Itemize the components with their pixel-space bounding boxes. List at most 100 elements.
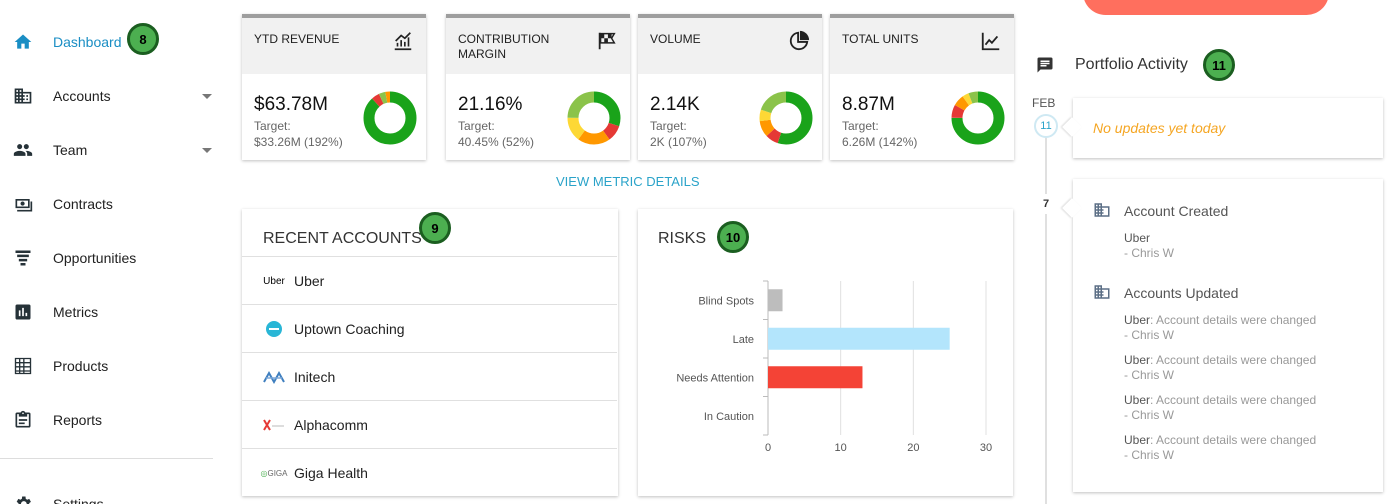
kpi-title: VOLUME — [650, 32, 701, 46]
activity-detail: : Account details were changed — [1150, 313, 1317, 327]
activity-group-heading: Account Created — [1124, 203, 1229, 219]
kpi-target-value: 6.26M (142%) — [842, 135, 918, 149]
sidebar-item-opportunities[interactable]: Opportunities — [0, 236, 228, 280]
kpi-target-label: Target: — [458, 119, 495, 133]
sidebar: Dashboard Accounts Team Contracts Opport… — [0, 0, 228, 504]
list-item[interactable]: Uptown Coaching — [242, 304, 617, 352]
activity-entry[interactable]: Uber: Account details were changed - Chr… — [1124, 313, 1316, 343]
kpi-target-value: 2K (107%) — [650, 135, 707, 149]
line-chart-icon — [980, 30, 1002, 52]
home-icon — [12, 31, 34, 53]
sidebar-divider — [0, 458, 213, 459]
giga-health-logo: ◎ GIGA — [260, 468, 288, 478]
kpi-title: YTD REVENUE — [254, 32, 340, 46]
kpi-target-value: 40.45% (52%) — [458, 135, 535, 149]
annotation-badge: 8 — [127, 23, 159, 55]
list-item[interactable]: Uber Uber — [242, 256, 617, 304]
account-name: Initech — [294, 369, 336, 385]
timeline-month: FEB — [1032, 96, 1056, 110]
building-icon — [1093, 283, 1111, 301]
sidebar-item-label: Opportunities — [53, 250, 137, 266]
kpi-target: Target: 6.26M (142%) — [842, 118, 917, 150]
kpi-header: VOLUME — [638, 18, 822, 74]
bar — [768, 289, 783, 312]
activity-account: Uber — [1124, 231, 1151, 245]
kpi-target-label: Target: — [842, 119, 879, 133]
sidebar-item-dashboard[interactable]: Dashboard — [0, 20, 228, 64]
sidebar-item-settings[interactable]: Settings — [0, 482, 228, 504]
sidebar-item-metrics[interactable]: Metrics — [0, 290, 228, 334]
activity-entry[interactable]: Uber: Account details were changed - Chr… — [1124, 353, 1316, 383]
sidebar-item-products[interactable]: Products — [0, 344, 228, 388]
donut-segment — [567, 91, 621, 145]
account-name: Uber — [294, 273, 325, 289]
bar-chart-up-icon — [392, 30, 414, 52]
risks-title: RISKS — [658, 230, 707, 247]
building-icon — [12, 85, 34, 107]
kpi-top-bar — [242, 14, 426, 18]
list-item[interactable]: ◎ GIGA Giga Health — [242, 448, 617, 496]
kpi-donut — [759, 91, 813, 145]
x-tick-label: 20 — [907, 442, 919, 454]
donut-segment — [759, 91, 813, 145]
chevron-down-icon[interactable] — [202, 93, 212, 99]
sidebar-item-accounts[interactable]: Accounts — [0, 74, 228, 118]
kpi-card-volume[interactable]: VOLUME 2.14K Target: 2K (107%) — [638, 14, 822, 160]
primary-action-button[interactable] — [1083, 0, 1329, 15]
funnel-icon — [12, 247, 34, 269]
activity-entry[interactable]: Uber: Account details were changed - Chr… — [1124, 433, 1316, 463]
activity-account: Uber — [1124, 353, 1151, 367]
recent-accounts-title: RECENT ACCOUNTS — [263, 230, 422, 247]
kpi-card-contribution-margin[interactable]: CONTRIBUTION MARGIN 21.16% Target: 40.45%… — [446, 14, 630, 160]
sidebar-item-label: Settings — [53, 496, 104, 504]
activity-entry[interactable]: Uber: Account details were changed - Chr… — [1124, 393, 1316, 423]
clipboard-icon — [12, 409, 34, 431]
activity-card-today: No updates yet today — [1073, 98, 1383, 158]
list-item[interactable]: Alphacomm — [242, 400, 617, 448]
y-tick-label: Blind Spots — [698, 295, 754, 307]
kpi-target-value: $33.26M (192%) — [254, 135, 343, 149]
activity-author: - Chris W — [1124, 448, 1174, 462]
kpi-target: Target: 40.45% (52%) — [458, 118, 534, 150]
kpi-card-total-units[interactable]: TOTAL UNITS 8.87M Target: 6.26M (142%) — [830, 14, 1014, 160]
sidebar-item-label: Dashboard — [53, 34, 122, 50]
kpi-top-bar — [638, 14, 822, 18]
sidebar-item-reports[interactable]: Reports — [0, 398, 228, 442]
kpi-donut — [567, 91, 621, 145]
pie-chart-icon — [788, 30, 810, 52]
y-tick-label: Late — [733, 334, 754, 346]
kpi-card-ytd-revenue[interactable]: YTD REVENUE $63.78M Target: $33.26M (192%… — [242, 14, 426, 160]
sidebar-item-label: Reports — [53, 412, 103, 428]
annotation-badge: 9 — [419, 212, 451, 244]
view-metric-details-link[interactable]: VIEW METRIC DETAILS — [556, 174, 700, 189]
chevron-down-icon[interactable] — [202, 147, 212, 153]
x-tick-label: 30 — [980, 442, 992, 454]
alphacomm-logo — [260, 415, 288, 435]
annotation-badge: 10 — [717, 221, 749, 253]
annotation-badge: 11 — [1203, 49, 1235, 81]
cash-icon — [12, 193, 34, 215]
sidebar-item-team[interactable]: Team — [0, 128, 228, 172]
account-name: Alphacomm — [294, 417, 368, 433]
timeline-line — [1045, 130, 1047, 504]
initech-logo — [260, 367, 288, 387]
recent-accounts-panel: RECENT ACCOUNTS Uber Uber Uptown Coachin… — [242, 209, 618, 496]
uber-logo: Uber — [263, 275, 285, 287]
activity-detail: : Account details were changed — [1150, 393, 1317, 407]
list-item[interactable]: Initech — [242, 352, 617, 400]
comment-icon — [1036, 56, 1054, 74]
activity-author: - Chris W — [1124, 328, 1174, 342]
sidebar-item-contracts[interactable]: Contracts — [0, 182, 228, 226]
activity-account: Uber — [1124, 313, 1151, 327]
activity-account: Uber — [1124, 433, 1151, 447]
timeline-day: 7 — [1036, 194, 1056, 214]
activity-detail: : Account details were changed — [1150, 353, 1317, 367]
activity-entry[interactable]: Uber - Chris W — [1124, 231, 1174, 261]
bar — [768, 327, 950, 350]
kpi-target-label: Target: — [254, 119, 291, 133]
sidebar-item-label: Accounts — [53, 88, 111, 104]
activity-author: - Chris W — [1124, 246, 1174, 260]
activity-account: Uber — [1124, 393, 1151, 407]
table-icon — [12, 355, 34, 377]
kpi-value: 21.16% — [458, 94, 523, 115]
